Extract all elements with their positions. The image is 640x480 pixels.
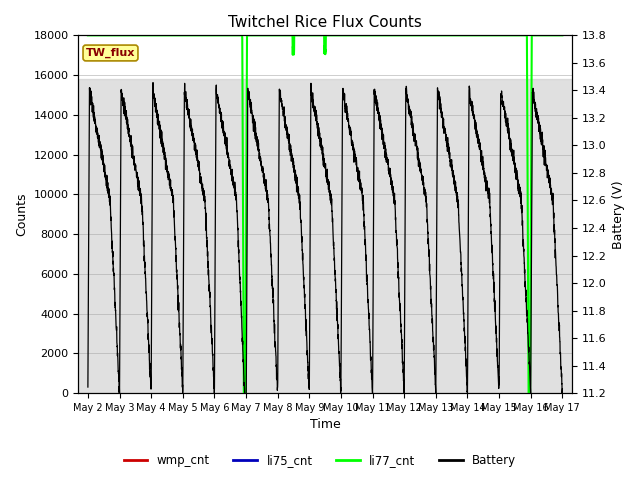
- Legend: wmp_cnt, li75_cnt, li77_cnt, Battery: wmp_cnt, li75_cnt, li77_cnt, Battery: [119, 449, 521, 472]
- Y-axis label: Counts: Counts: [15, 192, 28, 236]
- Title: Twitchel Rice Flux Counts: Twitchel Rice Flux Counts: [228, 15, 422, 30]
- X-axis label: Time: Time: [310, 419, 340, 432]
- Text: TW_flux: TW_flux: [86, 48, 135, 58]
- Y-axis label: Battery (V): Battery (V): [612, 180, 625, 249]
- Bar: [79, 79, 572, 393]
